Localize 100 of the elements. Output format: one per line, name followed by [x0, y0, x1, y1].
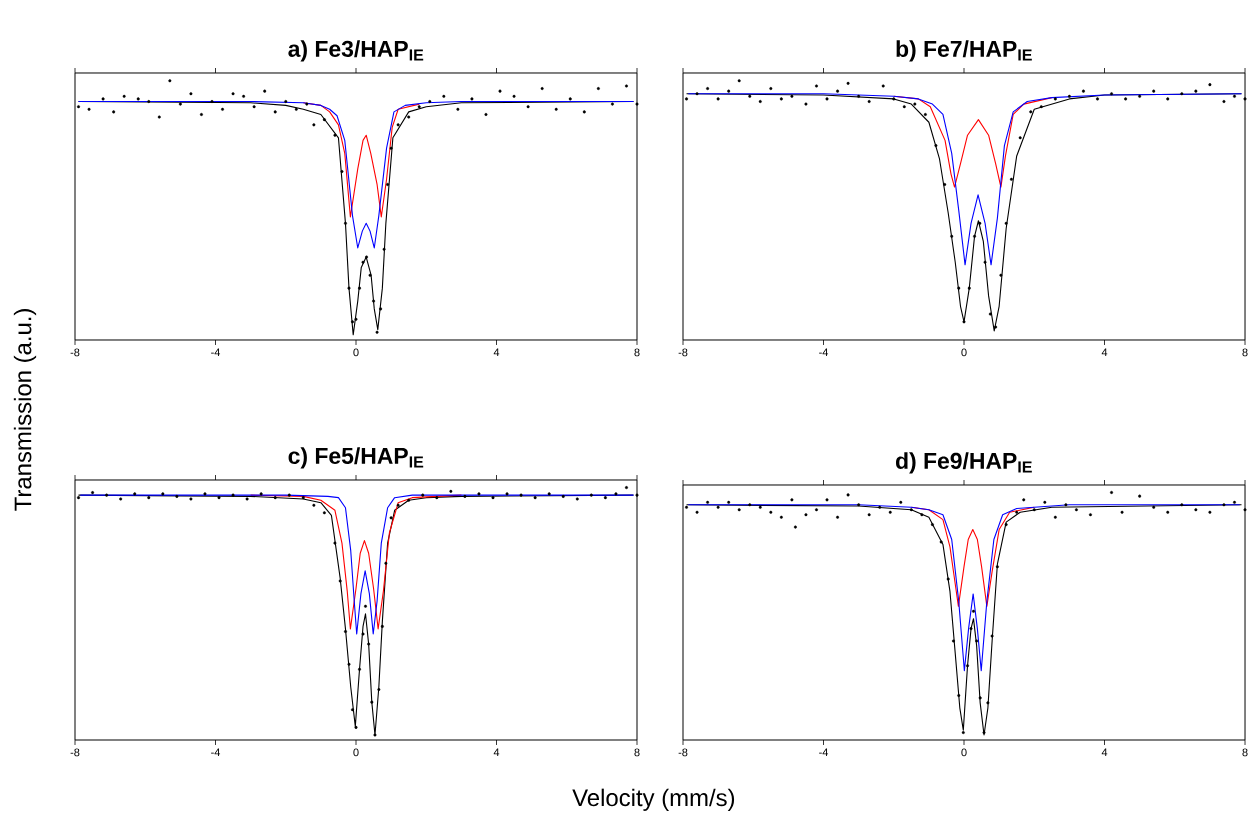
- point: [779, 515, 783, 519]
- point: [582, 110, 586, 114]
- point: [210, 100, 214, 103]
- x-tick-label: -8: [70, 748, 80, 757]
- point: [1232, 500, 1236, 504]
- point: [1208, 510, 1212, 514]
- point: [836, 515, 840, 519]
- point: [1004, 523, 1008, 527]
- point: [1088, 513, 1092, 517]
- point: [340, 170, 344, 173]
- point: [119, 497, 123, 501]
- point: [389, 516, 393, 520]
- point: [1194, 508, 1198, 512]
- point: [978, 221, 982, 225]
- x-tick-label: 8: [634, 348, 640, 357]
- point: [505, 492, 509, 496]
- point: [554, 107, 558, 111]
- point: [396, 123, 400, 127]
- point: [969, 627, 973, 631]
- point: [382, 247, 386, 251]
- point: [983, 260, 987, 264]
- point: [358, 286, 362, 290]
- chart-title: c) Fe5/HAP$_{IE}$: [288, 447, 424, 469]
- point: [1053, 97, 1057, 101]
- point: [790, 94, 794, 98]
- point: [892, 97, 896, 101]
- point: [322, 118, 326, 122]
- point: [769, 87, 773, 91]
- x-tick-label: -4: [819, 748, 829, 757]
- point: [825, 97, 829, 101]
- point: [975, 639, 979, 643]
- point: [988, 312, 992, 316]
- point: [370, 700, 374, 704]
- point: [1232, 94, 1236, 98]
- point: [986, 701, 990, 705]
- point: [189, 92, 193, 96]
- point: [365, 255, 369, 259]
- point: [1222, 100, 1226, 103]
- point: [384, 561, 388, 565]
- point: [867, 513, 871, 517]
- point: [1222, 503, 1226, 507]
- point: [990, 634, 994, 638]
- point: [934, 144, 938, 148]
- x-axis-title: Velocity (mm/s): [572, 788, 735, 811]
- point: [978, 696, 982, 700]
- point: [526, 105, 530, 109]
- point: [930, 523, 934, 527]
- point: [846, 493, 850, 497]
- point: [147, 496, 151, 500]
- x-tick-label: 0: [961, 748, 967, 757]
- point: [1096, 97, 1099, 101]
- point: [769, 510, 773, 514]
- point: [614, 492, 618, 496]
- point: [982, 731, 986, 735]
- point: [967, 286, 971, 290]
- point: [373, 733, 377, 737]
- point: [161, 492, 165, 496]
- point: [867, 100, 871, 103]
- point: [463, 494, 467, 498]
- point: [105, 493, 109, 497]
- point: [748, 94, 752, 98]
- point: [533, 496, 537, 500]
- point: [1018, 136, 1022, 140]
- point: [361, 260, 365, 264]
- point: [368, 273, 372, 277]
- point: [1009, 177, 1013, 181]
- point: [748, 503, 752, 507]
- point: [294, 107, 298, 111]
- point: [706, 87, 710, 91]
- x-tick-label: 8: [1242, 348, 1248, 357]
- point: [790, 498, 794, 502]
- point: [1032, 508, 1036, 512]
- point: [273, 110, 277, 114]
- point: [372, 299, 376, 303]
- point: [695, 92, 699, 96]
- point: [727, 89, 731, 93]
- point: [477, 492, 481, 496]
- x-tick-label: -4: [819, 348, 829, 357]
- point: [407, 115, 411, 119]
- point: [221, 107, 225, 111]
- x-tick-label: -4: [211, 348, 221, 357]
- point: [343, 221, 347, 225]
- point: [1152, 505, 1156, 509]
- point: [881, 84, 885, 88]
- point: [727, 500, 731, 504]
- point: [966, 664, 970, 668]
- point: [951, 639, 955, 643]
- point: [273, 496, 277, 500]
- point: [857, 94, 861, 98]
- point: [878, 505, 882, 509]
- point: [1180, 92, 1184, 96]
- point: [347, 286, 351, 290]
- y-axis-title: Transmission (a.u.): [13, 309, 37, 511]
- x-tick-label: 4: [493, 748, 500, 757]
- point: [1110, 92, 1114, 96]
- point: [484, 112, 488, 116]
- point: [379, 307, 383, 311]
- point: [695, 510, 699, 514]
- point: [1243, 508, 1247, 512]
- point: [305, 102, 309, 106]
